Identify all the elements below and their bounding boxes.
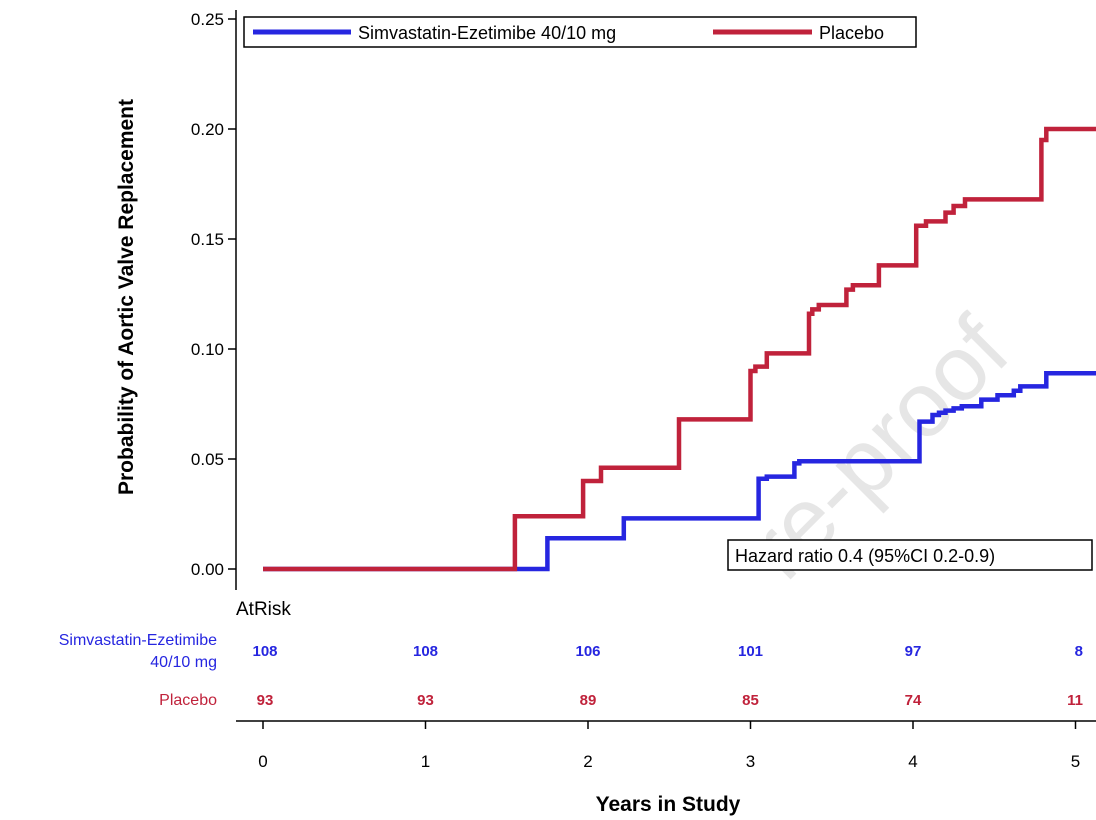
- y-tick-label: 0.00: [191, 560, 224, 579]
- at-risk-count-simvastatin-ezetimibe: 106: [575, 643, 600, 660]
- at-risk-count-simvastatin-ezetimibe: 108: [413, 643, 438, 660]
- x-tick-label: 1: [421, 752, 430, 771]
- at-risk-count-placebo: 93: [257, 692, 274, 709]
- y-tick-label: 0.25: [191, 10, 224, 29]
- at-risk-count-placebo: 11: [1067, 692, 1083, 709]
- y-tick-label: 0.05: [191, 450, 224, 469]
- x-tick-label: 4: [908, 752, 917, 771]
- at-risk-row-label-placebo: Placebo: [159, 692, 217, 709]
- x-tick-label: 3: [746, 752, 755, 771]
- hazard-ratio-box: [727, 539, 1093, 571]
- y-tick-label: 0.10: [191, 340, 224, 359]
- at-risk-count-placebo: 85: [742, 692, 759, 709]
- at-risk-count-simvastatin-ezetimibe: 108: [252, 643, 277, 660]
- at-risk-count-placebo: 93: [417, 692, 434, 709]
- series-line-simvastatin-ezetimibe: [263, 370, 1096, 572]
- at-risk-count-simvastatin-ezetimibe: 101: [738, 643, 763, 660]
- at-risk-count-placebo: 74: [905, 692, 922, 709]
- series-line-placebo: [263, 126, 1096, 572]
- x-tick-label: 0: [258, 752, 267, 771]
- at-risk-count-placebo: 89: [580, 692, 597, 709]
- legend-label-simvastatin-ezetimibe: Simvastatin-Ezetimibe 40/10 mg: [358, 23, 616, 43]
- hazard-ratio-annotation: Hazard ratio 0.4 (95%CI 0.2-0.9): [735, 546, 995, 566]
- y-tick-label: 0.20: [191, 120, 224, 139]
- at-risk-row-label-simvastatin-ezetimibe-line2: 40/10 mg: [150, 654, 217, 671]
- y-axis-title: Probability of Aortic Valve Replacement: [115, 99, 138, 495]
- x-tick-label: 5: [1071, 752, 1080, 771]
- x-tick-label: 2: [583, 752, 592, 771]
- x-axis-title: Years in Study: [596, 793, 741, 816]
- at-risk-count-simvastatin-ezetimibe: 8: [1075, 643, 1083, 660]
- at-risk-title: AtRisk: [236, 599, 291, 620]
- at-risk-count-simvastatin-ezetimibe: 97: [905, 643, 922, 660]
- y-tick-label: 0.15: [191, 230, 224, 249]
- at-risk-row-label-simvastatin-ezetimibe: Simvastatin-Ezetimibe: [59, 632, 217, 649]
- legend-label-placebo: Placebo: [819, 23, 884, 43]
